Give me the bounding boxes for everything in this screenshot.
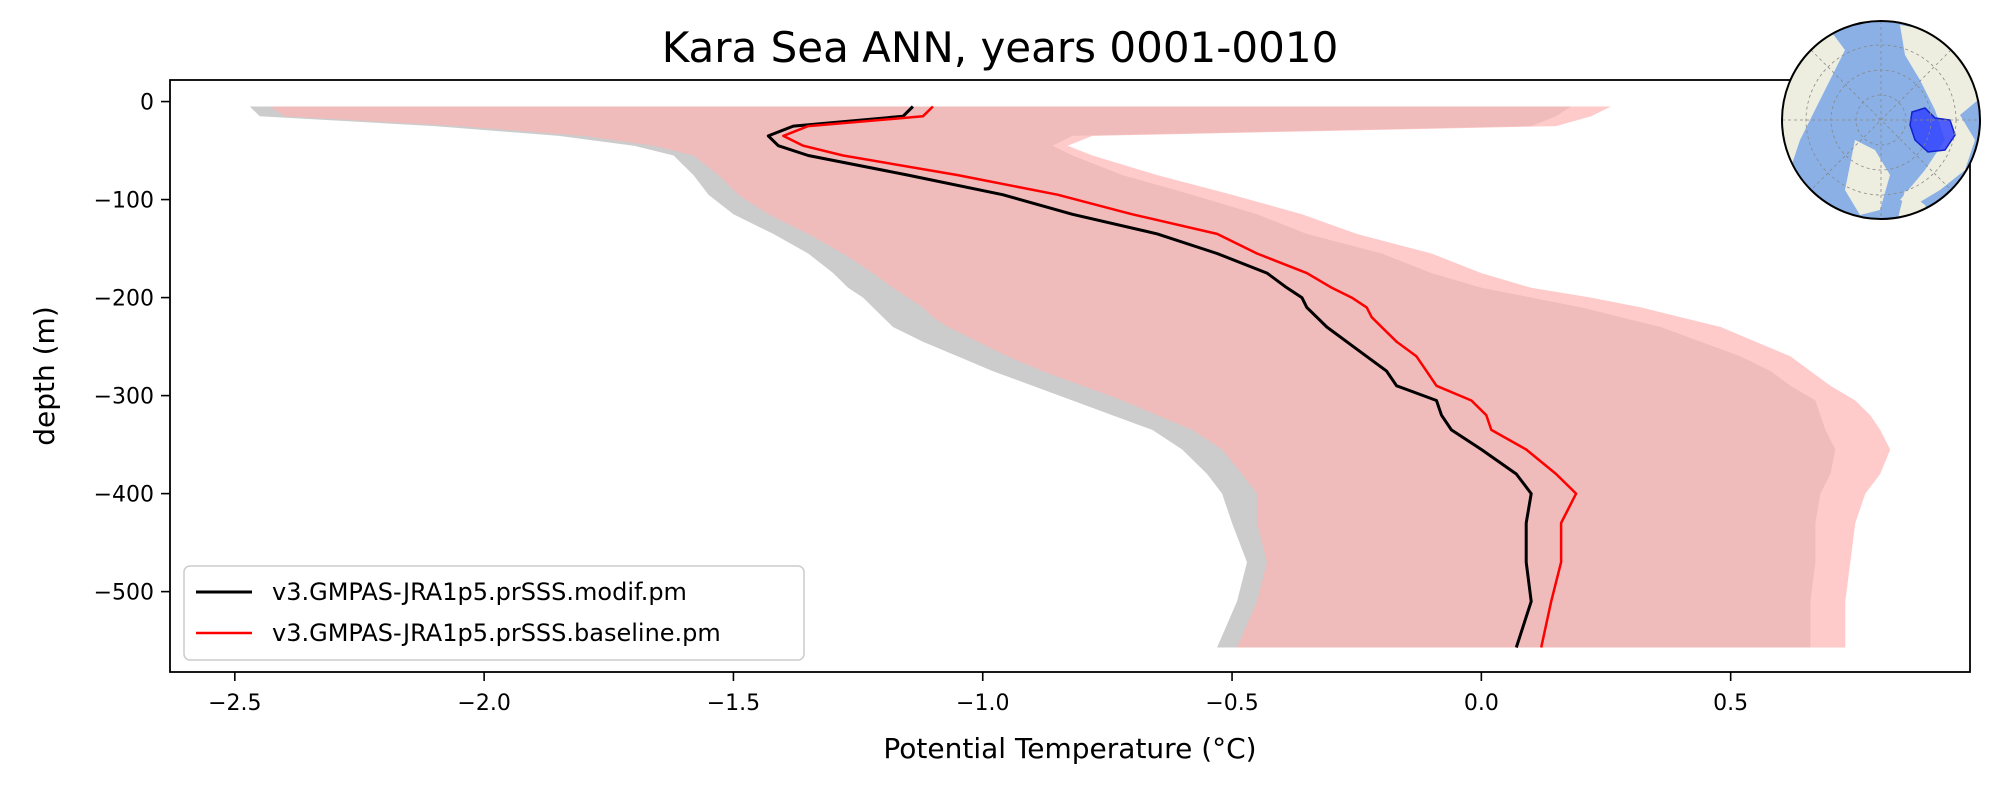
shaded-range-baseline [269, 106, 1891, 648]
y-tick-label: −200 [94, 287, 154, 312]
y-axis-label: depth (m) [28, 306, 61, 446]
x-tick-label: −1.5 [707, 691, 760, 716]
inset-map-land-greenland [1845, 140, 1890, 215]
series-lines [766, 105, 1578, 648]
y-tick-label: −300 [94, 385, 154, 410]
inset-map-border [1781, 20, 1981, 220]
inset-map-graticule [1782, 21, 1980, 219]
x-tick-label: −2.5 [208, 691, 261, 716]
y-tick-label: 0 [140, 91, 154, 116]
y-tick-label: −100 [94, 189, 154, 214]
x-tick-label: 0.5 [1713, 691, 1748, 716]
shaded-ranges [249, 106, 1891, 648]
x-tick-label: −0.5 [1205, 691, 1258, 716]
x-tick-label: 0.0 [1464, 691, 1499, 716]
legend-label-modif: v3.GMPAS-JRA1p5.prSSS.modif.pm [272, 578, 687, 606]
x-tick-label: −1.0 [956, 691, 1009, 716]
inset-map [1781, 20, 1981, 220]
x-tick-label: −2.0 [457, 691, 510, 716]
x-axis-ticks: −2.5 −2.0 −1.5 −1.0 −0.5 0.0 0.5 [208, 672, 1748, 716]
y-tick-label: −400 [94, 483, 154, 508]
y-axis-ticks: 0 −100 −200 −300 −400 −500 [94, 91, 170, 606]
inset-map-land-north-america [1782, 30, 1845, 200]
inset-map-land-scandinavia [1895, 190, 1935, 219]
y-tick-label: −500 [94, 581, 154, 606]
series-line-baseline [782, 105, 1578, 648]
chart-title: Kara Sea ANN, years 0001-0010 [662, 23, 1339, 72]
legend: v3.GMPAS-JRA1p5.prSSS.modif.pm v3.GMPAS-… [183, 565, 805, 661]
series-line-modif [766, 105, 1533, 648]
legend-label-baseline: v3.GMPAS-JRA1p5.prSSS.baseline.pm [272, 619, 721, 647]
plot-area [169, 79, 1971, 673]
x-axis-label: Potential Temperature (°C) [883, 732, 1256, 765]
kara-sea-highlight [1909, 107, 1956, 153]
plot-frame [169, 79, 1971, 673]
legend-box [183, 565, 805, 661]
inset-map-land-eurasia [1900, 25, 1978, 205]
